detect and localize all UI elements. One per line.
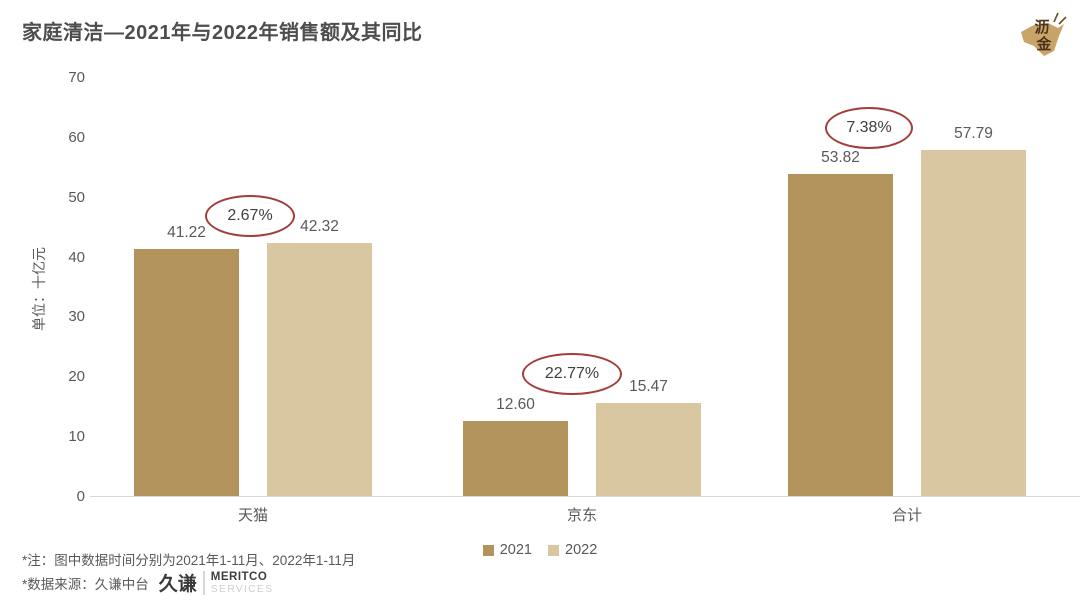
bar-2021-2 — [788, 173, 893, 496]
growth-annotation: 2.67% — [205, 195, 295, 237]
growth-annotation: 7.38% — [825, 107, 913, 149]
lijin-logo: 沥 金 — [1014, 4, 1070, 60]
bar-2022-0 — [267, 242, 372, 496]
footnote-source: *数据来源：久谦中台 — [22, 576, 149, 592]
y-axis-tick-label: 70 — [68, 69, 85, 86]
y-axis-tick-label: 50 — [68, 188, 85, 206]
bar-value-label: 53.82 — [821, 148, 860, 166]
legend-item-2021: 2021 — [482, 542, 532, 558]
meritco-logo: 久谦 MERITCO SERVICES — [159, 569, 274, 596]
bar-value-label: 42.32 — [300, 217, 339, 235]
bar-value-label: 41.22 — [167, 224, 206, 242]
bar-value-label: 15.47 — [629, 378, 668, 396]
bar-2021-0 — [134, 249, 239, 496]
legend-swatch — [548, 544, 559, 556]
y-axis: 0 10 20 30 40 50 60 70 — [0, 0, 85, 608]
bar-value-label: 57.79 — [954, 125, 993, 143]
meritco-en-bottom: SERVICES — [210, 582, 274, 595]
logo-char-1: 沥 — [1034, 19, 1049, 36]
footnote-period: *注：图中数据时间分别为2021年1-11月、2022年1-11月 — [22, 553, 356, 568]
legend-label: 2021 — [499, 542, 532, 558]
plot-area: 41.22 42.32 2.67% 12.60 15.47 22.77% 53.82 57.7… — [90, 78, 1080, 497]
y-axis-tick-label: 30 — [68, 308, 85, 326]
meritco-en-top: MERITCO — [210, 570, 268, 583]
logo-char-2: 金 — [1035, 35, 1052, 53]
x-axis-label: 京东 — [566, 507, 597, 524]
legend-swatch — [482, 544, 494, 556]
bar-value-label: 12.60 — [496, 395, 535, 413]
x-axis-label: 合计 — [891, 507, 922, 524]
y-axis-tick-label: 40 — [68, 248, 85, 266]
deer-icon: 沥 金 — [1021, 12, 1067, 56]
y-axis-tick-label: 20 — [68, 368, 85, 386]
legend-label: 2022 — [565, 542, 598, 558]
x-axis-line — [90, 496, 1080, 497]
growth-annotation: 22.77% — [522, 353, 622, 395]
bar-2021-1 — [463, 420, 568, 496]
y-axis-tick-label: 0 — [76, 488, 85, 505]
y-axis-tick-label: 10 — [68, 428, 85, 446]
meritco-cn-text: 久谦 — [158, 574, 197, 595]
x-axis-label: 天猫 — [237, 507, 268, 524]
bar-2022-1 — [596, 403, 701, 496]
legend-item-2022: 2022 — [548, 542, 597, 558]
meritco-divider — [202, 570, 205, 595]
legend: 2021 2022 — [0, 542, 1080, 558]
y-axis-tick-label: 60 — [68, 128, 85, 146]
page-title: 家庭清洁—2021年与2022年销售额及其同比 — [22, 22, 423, 44]
bar-2022-2 — [921, 150, 1026, 496]
